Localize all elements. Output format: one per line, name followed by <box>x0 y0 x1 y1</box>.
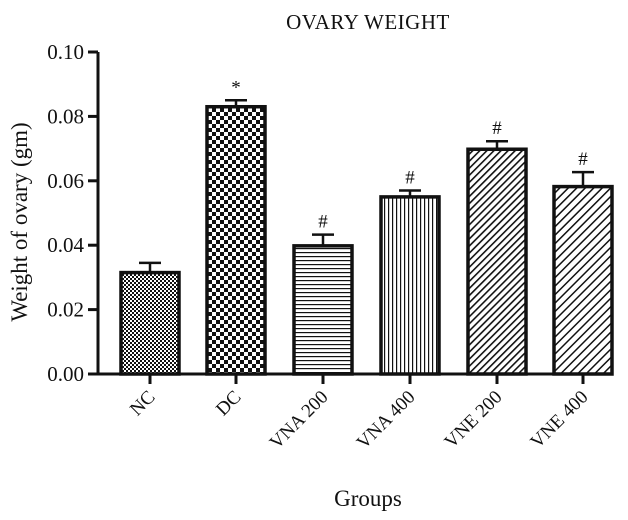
bar-nc <box>119 270 181 376</box>
x-ticks: NC DC VNA 200 VNA 400 VNE 200 VNE 400 <box>126 374 593 453</box>
significance-marker: # <box>405 167 415 188</box>
significance-marker: * <box>231 77 241 98</box>
y-tick-label: 0.00 <box>47 362 84 386</box>
y-tick-label: 0.04 <box>47 233 84 257</box>
x-tick-label: NC <box>126 387 160 421</box>
bars: * # # # # <box>119 77 614 376</box>
bar-dc <box>205 104 267 376</box>
y-tick-label: 0.06 <box>47 169 84 193</box>
x-tick-label: VNE 400 <box>527 387 593 453</box>
y-tick-label: 0.08 <box>47 104 84 128</box>
bar-vna-200 <box>292 244 354 376</box>
x-axis-label: Groups <box>334 486 402 511</box>
bar-vne-200 <box>466 147 528 376</box>
chart-title: OVARY WEIGHT <box>286 10 450 34</box>
y-axis-label: Weight of ovary (gm) <box>7 122 32 321</box>
x-tick-label: VNA 400 <box>353 387 420 454</box>
y-tick-label: 0.02 <box>47 298 84 322</box>
x-tick-label: VNA 200 <box>266 387 333 454</box>
bar-vna-400 <box>379 195 441 376</box>
significance-marker: # <box>578 149 588 170</box>
y-tick-label: 0.10 <box>47 40 84 64</box>
bar-vne-400 <box>552 184 614 376</box>
x-tick-label: DC <box>212 387 246 421</box>
x-tick-label: VNE 200 <box>441 387 507 453</box>
y-ticks: 0.00 0.02 0.04 0.06 0.08 0.10 <box>47 40 98 386</box>
significance-marker: # <box>492 118 502 139</box>
significance-marker: # <box>318 212 328 233</box>
